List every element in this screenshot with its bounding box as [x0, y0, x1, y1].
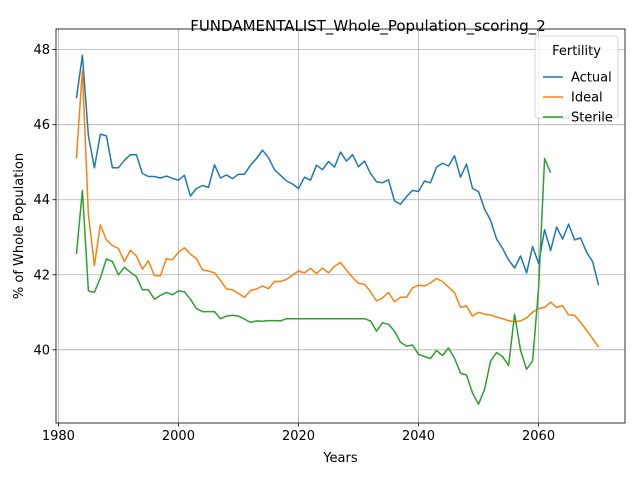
plot-frame	[55, 28, 626, 424]
legend-label-ideal: Ideal	[571, 91, 603, 106]
y-axis-label: % of Whole Population	[12, 153, 27, 299]
x-tick-label: 2000	[162, 429, 195, 444]
y-tick-label: 42	[33, 268, 50, 283]
y-tick-label: 40	[33, 343, 50, 358]
series-line-sterile	[75, 157, 552, 405]
legend-label-sterile: Sterile	[571, 111, 613, 126]
legend-label-actual: Actual	[571, 71, 612, 86]
x-tick-label: 2060	[522, 429, 555, 444]
y-tick-label: 46	[33, 118, 50, 133]
series-line-actual	[75, 54, 600, 286]
y-tick-label: 44	[33, 193, 50, 208]
x-tick-label: 2040	[402, 429, 435, 444]
x-tick-label: 1980	[42, 429, 75, 444]
series-line-ideal	[75, 69, 600, 348]
legend: Fertility Actual Ideal Sterile	[534, 35, 619, 126]
x-tick-label: 2020	[282, 429, 315, 444]
x-axis-label: Years	[322, 451, 358, 466]
y-tick-label: 48	[33, 43, 50, 58]
chart-title: FUNDAMENTALIST_Whole_Population_scoring_…	[190, 17, 546, 36]
legend-title: Fertility	[552, 44, 601, 59]
